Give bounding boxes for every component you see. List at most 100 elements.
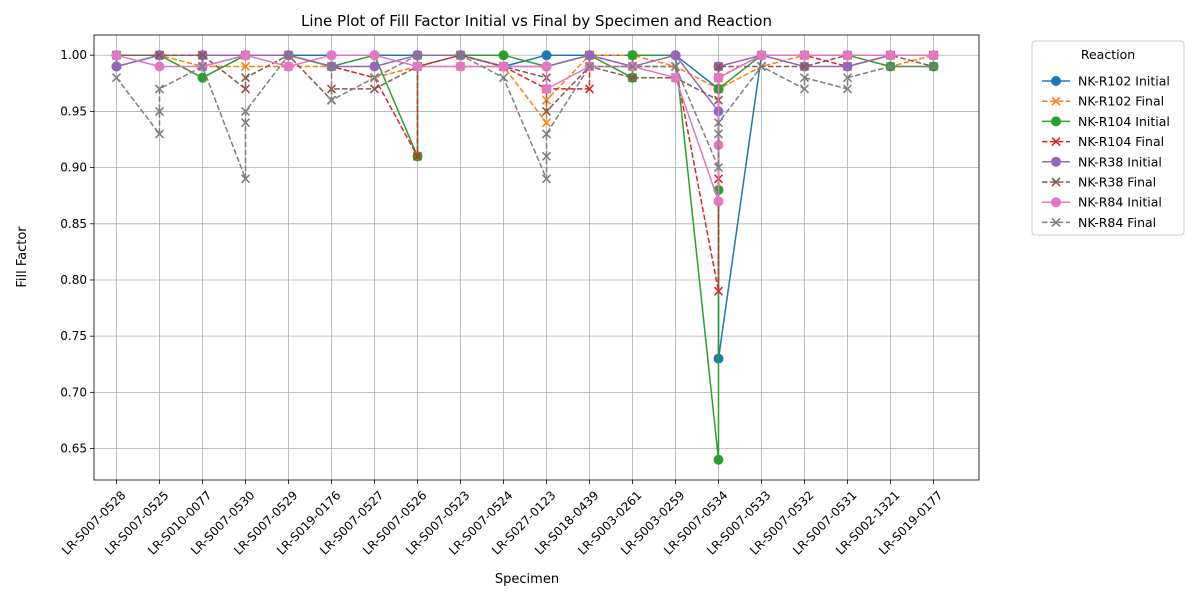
- legend-box: [1031, 40, 1185, 236]
- series-line: [116, 54, 934, 113]
- data-point: [240, 118, 251, 128]
- data-point: [713, 72, 724, 83]
- legend-label: NK-R84 Initial: [1078, 195, 1162, 210]
- data-point: [627, 50, 638, 61]
- data-point: [154, 50, 165, 60]
- data-point: [412, 151, 423, 161]
- legend-label: NK-R104 Initial: [1078, 114, 1170, 129]
- data-point: [885, 50, 896, 61]
- chart-title: Line Plot of Fill Factor Initial vs Fina…: [301, 12, 772, 30]
- data-point: [756, 50, 767, 61]
- data-point: [541, 129, 552, 139]
- data-point: [928, 61, 939, 72]
- y-tick-label: 0.65: [60, 442, 87, 456]
- legend-swatch-marker: [1051, 137, 1061, 147]
- y-axis-label: Fill Factor: [15, 226, 30, 288]
- legend-swatch-marker: [1051, 96, 1061, 106]
- x-axis-label: Specimen: [495, 572, 559, 587]
- data-point: [584, 50, 595, 61]
- data-point: [713, 61, 724, 72]
- data-point: [283, 61, 294, 72]
- y-tick-label: 0.85: [60, 217, 87, 231]
- series-layer: [111, 50, 939, 465]
- data-point: [197, 50, 208, 60]
- data-point: [756, 61, 767, 72]
- y-tick-label: 0.90: [60, 161, 87, 175]
- plot-frame: [93, 34, 980, 481]
- data-point: [154, 129, 165, 139]
- data-point: [842, 73, 853, 83]
- legend-swatch-marker: [1051, 156, 1061, 167]
- data-point: [584, 84, 595, 94]
- data-point: [713, 129, 724, 139]
- data-point: [326, 61, 337, 72]
- legend-item: NK-R38 Final: [1042, 175, 1156, 190]
- legend-label: NK-R38 Final: [1078, 175, 1156, 190]
- legend-label: NK-R38 Initial: [1078, 154, 1162, 169]
- data-point: [842, 61, 853, 72]
- legend-label: NK-R104 Final: [1078, 134, 1164, 149]
- data-point: [498, 61, 509, 72]
- data-point: [283, 50, 294, 60]
- data-point: [326, 95, 337, 105]
- legend-swatch-marker: [1051, 177, 1061, 187]
- legend-swatch-marker: [1051, 217, 1061, 227]
- data-point: [842, 84, 853, 94]
- data-point: [498, 50, 509, 61]
- y-tick-label: 0.70: [60, 385, 87, 399]
- data-point: [670, 50, 681, 61]
- legend-items: NK-R102 Initial NK-R102 Final NK-R104 Init…: [1042, 74, 1170, 230]
- data-point: [197, 61, 208, 72]
- legend-item: NK-R102 Initial: [1042, 74, 1170, 89]
- data-point: [713, 196, 724, 207]
- legend-swatch-marker: [1051, 116, 1061, 127]
- legend-item: NK-R84 Initial: [1042, 195, 1162, 210]
- data-point: [713, 454, 724, 465]
- data-point: [240, 174, 251, 184]
- data-point: [713, 163, 724, 173]
- data-point: [541, 106, 552, 116]
- legend-item: NK-R84 Final: [1042, 215, 1156, 230]
- y-tick-label: 0.95: [60, 104, 87, 118]
- data-point: [498, 73, 509, 83]
- data-point: [197, 72, 208, 83]
- data-point: [326, 84, 337, 94]
- data-point: [541, 118, 552, 128]
- data-point: [627, 61, 638, 72]
- data-point: [885, 61, 896, 72]
- legend-swatch-marker: [1051, 76, 1061, 86]
- data-point: [670, 72, 681, 83]
- data-point: [799, 50, 810, 61]
- data-point: [240, 50, 251, 61]
- data-point: [541, 95, 552, 105]
- data-point: [713, 286, 724, 296]
- data-point: [670, 61, 681, 72]
- grid: [94, 35, 979, 480]
- data-point: [541, 61, 552, 72]
- legend-item: NK-R104 Initial: [1042, 114, 1170, 129]
- data-point: [111, 73, 122, 83]
- data-point: [713, 118, 724, 128]
- data-point: [842, 50, 853, 61]
- data-point: [412, 61, 423, 72]
- data-point: [541, 174, 552, 184]
- legend-label: NK-R102 Final: [1078, 94, 1164, 109]
- data-point: [455, 50, 466, 60]
- data-point: [584, 61, 595, 72]
- data-point: [154, 106, 165, 116]
- data-point: [111, 61, 122, 72]
- y-tick-label: 0.75: [60, 329, 87, 343]
- data-point: [369, 84, 380, 94]
- data-point: [154, 61, 165, 72]
- data-point: [369, 50, 380, 61]
- legend-item: NK-R102 Final: [1042, 94, 1164, 109]
- data-point: [240, 61, 251, 72]
- data-point: [240, 84, 251, 94]
- data-point: [455, 61, 466, 72]
- legend-label: NK-R102 Initial: [1078, 74, 1170, 89]
- data-point: [369, 61, 380, 72]
- series-nk-r84-final: [111, 50, 939, 184]
- data-point: [799, 73, 810, 83]
